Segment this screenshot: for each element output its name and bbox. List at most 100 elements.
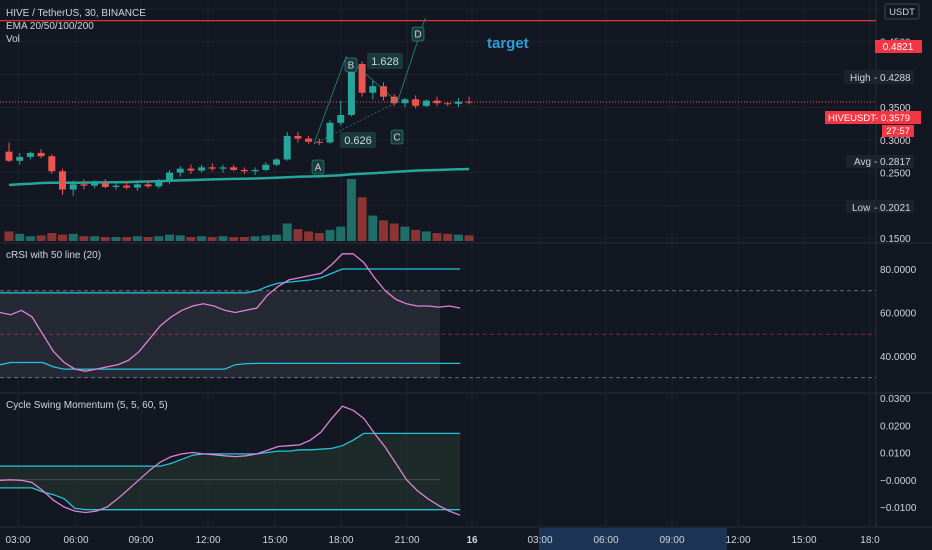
time-tick: 21:00 bbox=[394, 535, 419, 546]
ratio-box bbox=[367, 53, 403, 69]
candle-body bbox=[401, 99, 409, 104]
volume-bar bbox=[68, 233, 78, 241]
pattern-point-label: B bbox=[348, 61, 355, 72]
candle-body bbox=[5, 151, 13, 161]
candle-body bbox=[144, 184, 152, 187]
candle-body bbox=[230, 167, 238, 170]
high-value: 0.4288 bbox=[880, 73, 911, 84]
candle-body bbox=[412, 99, 420, 106]
price-tick: 0.3500 bbox=[880, 103, 911, 114]
time-tick: 16 bbox=[466, 535, 478, 546]
candle-body bbox=[59, 171, 66, 190]
momentum-panel[interactable]: Cycle Swing Momentum (5, 5, 60, 5) bbox=[0, 400, 461, 516]
candle-body bbox=[219, 167, 227, 169]
crsi-tick: 80.0000 bbox=[880, 265, 917, 276]
time-tick: 09:00 bbox=[659, 535, 684, 546]
candle-body bbox=[208, 167, 216, 169]
time-tick: 03:00 bbox=[5, 535, 30, 546]
volume-bar bbox=[304, 231, 314, 241]
candle-body bbox=[444, 103, 452, 105]
candle-body bbox=[251, 169, 259, 172]
ratio-label: 0.626 bbox=[344, 135, 372, 147]
volume-bar bbox=[421, 231, 431, 241]
target-value-tag bbox=[875, 40, 922, 53]
volume-bar bbox=[218, 236, 228, 241]
volume-bar bbox=[400, 226, 410, 241]
candle-body bbox=[166, 172, 173, 181]
candle-body bbox=[305, 138, 313, 142]
candle-body bbox=[48, 156, 56, 172]
candle-body bbox=[187, 168, 195, 171]
candle-body bbox=[422, 100, 430, 106]
crsi-upper-band bbox=[0, 268, 461, 294]
pattern-point-box bbox=[411, 26, 425, 42]
momentum-upper-band bbox=[0, 432, 461, 467]
high-value-sep: - bbox=[874, 73, 877, 84]
low-label: Low bbox=[852, 203, 871, 214]
volume-bar bbox=[197, 236, 207, 241]
candle-body bbox=[37, 152, 45, 157]
volume-bar bbox=[389, 223, 399, 241]
candle-body bbox=[380, 86, 387, 97]
volume-bar bbox=[36, 235, 46, 241]
candle-body bbox=[16, 156, 24, 161]
price-tick: 0.2500 bbox=[880, 169, 911, 180]
candle-body bbox=[26, 152, 34, 157]
time-tick: 03:00 bbox=[527, 535, 552, 546]
volume-bar bbox=[272, 234, 281, 241]
candle-body bbox=[390, 96, 398, 104]
time-axis[interactable]: 03:00 06:00 09:00 12:00 15:00 18:00 21:00 16 03:… bbox=[5, 528, 880, 550]
price-tick: 0.3000 bbox=[880, 136, 911, 147]
crsi-panel[interactable]: cRSI with 50 line (20) bbox=[0, 250, 876, 379]
volume-bar bbox=[464, 235, 474, 241]
price-panel[interactable]: A B C D 1.628 0.626 target bbox=[0, 18, 876, 241]
volume-bar bbox=[4, 231, 14, 241]
volume-bar bbox=[250, 236, 260, 241]
momentum-tick: −0.0000 bbox=[880, 476, 917, 487]
pattern-point-label: C bbox=[393, 133, 400, 144]
volume-bar bbox=[239, 237, 249, 241]
candle-body bbox=[337, 114, 345, 123]
volume-bar bbox=[111, 237, 121, 241]
volume-bar bbox=[229, 237, 239, 241]
volume-bar bbox=[336, 226, 346, 241]
target-annotation: target bbox=[487, 35, 529, 52]
candle-body bbox=[91, 183, 99, 186]
candle-body bbox=[155, 180, 163, 187]
countdown-value: 27:57 bbox=[886, 126, 910, 137]
candle-body bbox=[240, 169, 248, 172]
volume-bar bbox=[207, 237, 217, 241]
low-tag bbox=[846, 200, 914, 213]
candle-body bbox=[433, 100, 441, 104]
volume-bar bbox=[25, 236, 35, 241]
volume-bar bbox=[132, 236, 142, 241]
pattern-point-box bbox=[311, 159, 325, 175]
currency-selector[interactable]: USDT bbox=[884, 3, 920, 20]
volume-bar bbox=[368, 215, 378, 241]
volume-bar bbox=[154, 236, 164, 241]
volume-bar bbox=[346, 179, 356, 241]
volume-legend: Vol bbox=[6, 34, 20, 45]
candle-body bbox=[465, 101, 473, 103]
ratio-label: 1.628 bbox=[371, 56, 399, 68]
price-tick: 0.1500 bbox=[880, 234, 911, 245]
candle-body bbox=[198, 167, 206, 171]
price-tags: 0.4821 High - 0.4288 HIVEUSDT - 0.3579 2… bbox=[825, 40, 922, 214]
volume-bar bbox=[325, 229, 335, 241]
symbol-tag bbox=[825, 111, 921, 124]
candle-body bbox=[369, 86, 377, 93]
high-label: High bbox=[850, 73, 871, 84]
volume-bar bbox=[357, 197, 367, 241]
candle-body bbox=[176, 168, 184, 173]
volume-bar bbox=[90, 236, 100, 241]
ema-line bbox=[8, 167, 470, 187]
volume-bar bbox=[443, 233, 453, 241]
volume-bar bbox=[175, 235, 185, 241]
volume-bar bbox=[432, 233, 442, 241]
candle-body bbox=[133, 184, 141, 188]
volume-bar bbox=[58, 234, 67, 241]
volume-bar bbox=[15, 233, 25, 241]
candle-body bbox=[262, 164, 270, 170]
panel-separators bbox=[0, 0, 932, 528]
